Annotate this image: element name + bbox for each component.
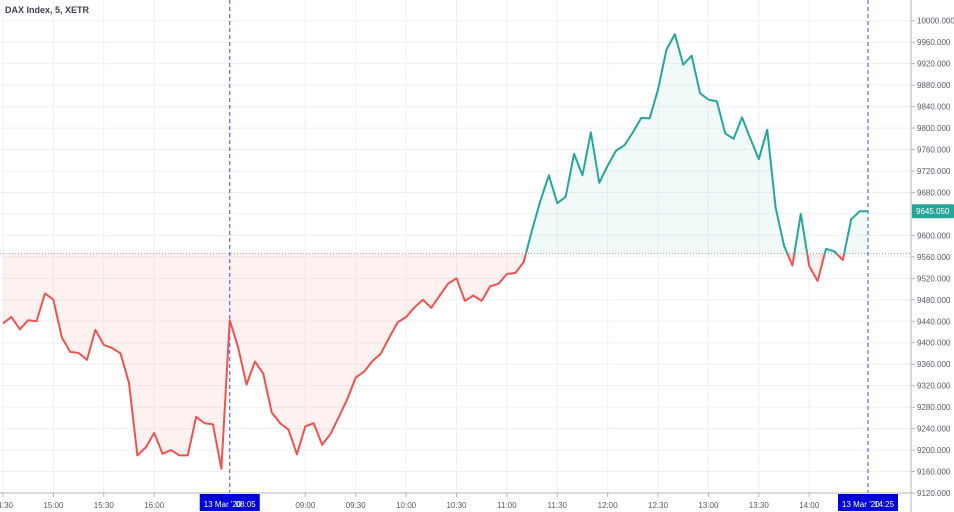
- x-tick-label: 10:00: [396, 501, 417, 510]
- price-line-below: [806, 253, 826, 283]
- y-tick-label: 9600.000: [917, 231, 951, 240]
- y-tick-label: 9320.000: [917, 382, 951, 391]
- price-line-below: [786, 253, 796, 267]
- y-tick-label: 9920.000: [917, 60, 951, 69]
- x-tick-label: 10:30: [446, 501, 467, 510]
- time-marker-badge-bg: [838, 494, 898, 511]
- y-tick-label: 9440.000: [917, 317, 951, 326]
- y-tick-label: 9960.000: [917, 38, 951, 47]
- area-below-baseline: [807, 253, 825, 282]
- y-tick-label: 9720.000: [917, 167, 951, 176]
- time-marker-badge-bg: [199, 494, 260, 511]
- y-tick-label: 9480.000: [917, 296, 951, 305]
- last-price-badge[interactable]: 9645.050: [912, 204, 954, 219]
- y-tick-label: 9840.000: [917, 103, 951, 112]
- x-tick-label: 12:00: [598, 501, 619, 510]
- x-tick-label: 14:00: [799, 501, 820, 510]
- x-tick-label: 15:00: [43, 501, 64, 510]
- time-axis[interactable]: 14:30 15:00 15:30 16:00 09:00 09:30 10:00 10:30…: [0, 492, 911, 511]
- time-marker-time: 08:05: [236, 500, 257, 509]
- grid-lines: [0, 0, 911, 494]
- x-tick-label: 14:30: [0, 501, 14, 510]
- area-above-baseline: [525, 34, 788, 254]
- time-marker-time: 14:25: [874, 500, 895, 509]
- y-tick-label: 9520.000: [917, 274, 951, 283]
- y-tick-label: 9680.000: [917, 188, 951, 197]
- price-area: [3, 34, 868, 469]
- price-line-above: [793, 212, 809, 254]
- x-tick-label: 16:00: [144, 501, 165, 510]
- price-line-above: [823, 247, 838, 255]
- last-price-badge-bg: [912, 204, 954, 219]
- y-tick-label: 9160.000: [917, 468, 951, 477]
- area-below-baseline: [3, 253, 526, 469]
- x-tick-label: 11:30: [548, 501, 568, 510]
- y-tick-label: 9400.000: [917, 339, 951, 348]
- x-tick-label: 15:30: [94, 501, 115, 510]
- time-marker-date: 13 Mar '20: [204, 500, 242, 509]
- area-above-baseline: [844, 211, 868, 254]
- y-tick-label: 9280.000: [917, 403, 951, 412]
- y-tick-label: 9200.000: [917, 446, 951, 455]
- y-tick-label: 9800.000: [917, 124, 951, 133]
- x-tick-label: 09:00: [295, 501, 316, 510]
- price-line-above: [524, 33, 789, 255]
- price-axis[interactable]: 10000.000 9960.000 9920.000 9880.000 9840.00…: [910, 0, 954, 512]
- chart-title: DAX Index, 5, XETR: [5, 5, 90, 15]
- price-line-below: [2, 253, 527, 470]
- area-above-baseline: [794, 213, 808, 254]
- x-tick-label: 12:30: [648, 501, 669, 510]
- y-tick-label: 9760.000: [917, 146, 951, 155]
- price-lines: [2, 33, 868, 470]
- time-marker-date: 13 Mar '20: [842, 500, 880, 509]
- time-markers: [229, 0, 869, 493]
- price-line-above: [843, 210, 868, 254]
- y-tick-label: 9360.000: [917, 360, 951, 369]
- last-price-label: 9645.050: [916, 207, 950, 216]
- y-tick-label: 9120.000: [917, 489, 951, 498]
- x-tick-label: 11:00: [497, 501, 517, 510]
- y-tick-label: 9560.000: [917, 253, 951, 262]
- price-line-below: [835, 252, 846, 262]
- y-tick-label: 10000.000: [917, 17, 954, 26]
- y-tick-label: 9880.000: [917, 81, 951, 90]
- x-tick-label: 13:00: [698, 501, 719, 510]
- y-tick-label: 9240.000: [917, 425, 951, 434]
- x-tick-label: 09:30: [346, 501, 367, 510]
- x-tick-label: 13:30: [749, 501, 770, 510]
